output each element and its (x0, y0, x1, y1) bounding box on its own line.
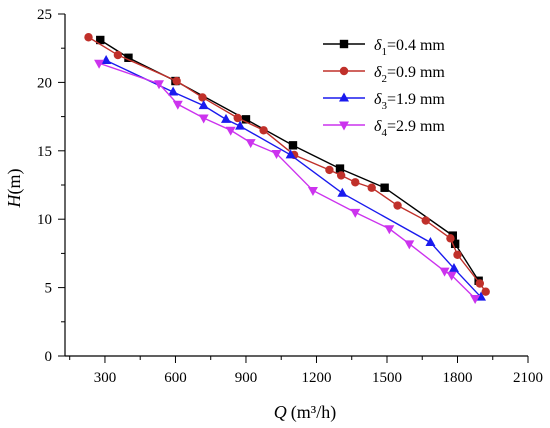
data-point (475, 279, 485, 288)
legend-subscript: 2 (381, 73, 387, 85)
legend-marker (339, 92, 349, 102)
data-point (380, 183, 389, 192)
data-point (288, 141, 298, 150)
data-point (425, 236, 436, 246)
legend-subscript: 4 (381, 127, 387, 139)
legend-label: δ1=0.4 mm (374, 37, 445, 58)
data-point (172, 76, 181, 86)
y-tick-label: 5 (45, 281, 53, 297)
x-tick-label: 300 (94, 370, 117, 386)
legend-marker (339, 66, 349, 76)
y-tick-label: 25 (37, 7, 52, 23)
data-point (285, 149, 296, 159)
data-point (335, 164, 345, 173)
series-2 (84, 33, 490, 296)
legend-symbol: δ (374, 91, 382, 108)
y-axis-label: H(m) (4, 169, 25, 209)
data-point (96, 35, 105, 45)
data-point (446, 271, 457, 281)
legend-subscript: 1 (381, 46, 387, 58)
data-point (325, 165, 334, 175)
legend-marker (339, 39, 349, 49)
series-layer (84, 33, 490, 305)
data-point (307, 186, 318, 196)
data-point (350, 208, 361, 218)
data-point (113, 50, 123, 60)
legend-label: δ4=2.9 mm (374, 118, 445, 139)
legend-label: δ2=0.9 mm (374, 64, 445, 85)
x-axis-label-unit: (m³/h) (291, 402, 336, 423)
series-line-3 (105, 59, 482, 298)
y-axis-label-var: H (4, 194, 24, 209)
data-point (198, 100, 209, 110)
legend-entry-3: δ3=1.9 mm (323, 91, 445, 112)
data-point (101, 55, 112, 65)
legend-entry-1: δ1=0.4 mm (323, 37, 445, 58)
data-point (245, 139, 256, 149)
x-tick-label: 1500 (372, 370, 402, 386)
data-point (233, 113, 242, 123)
series-4 (94, 59, 481, 305)
data-point (84, 33, 93, 42)
data-point (94, 59, 105, 69)
legend-text: =0.4 mm (387, 37, 445, 54)
data-point (453, 250, 462, 259)
legend-subscript: 3 (381, 100, 387, 112)
data-point (367, 183, 376, 192)
axes: 300 600 900 1200 1500 1800 2100 0 5 10 15 20 25 (37, 7, 543, 386)
data-point (448, 262, 459, 272)
data-point (450, 239, 460, 249)
legend-marker (339, 121, 349, 131)
y-tick-label: 10 (37, 212, 52, 228)
legend-symbol: δ (374, 37, 382, 54)
x-axis-label-var: Q (274, 402, 287, 422)
data-point (393, 201, 402, 210)
data-point (198, 114, 209, 124)
legend-text: =2.9 mm (387, 118, 445, 135)
y-axis-label-unit: (m) (4, 169, 25, 195)
data-point (225, 126, 236, 136)
data-point (404, 240, 415, 250)
data-point (168, 86, 179, 96)
data-point (241, 115, 251, 124)
data-point (384, 225, 395, 235)
data-point (154, 80, 165, 90)
x-tick-label: 1200 (301, 370, 331, 386)
series-3 (101, 55, 486, 301)
data-point (259, 126, 268, 135)
data-point (220, 113, 231, 123)
data-point (470, 295, 481, 305)
legend-text: =0.9 mm (387, 64, 445, 81)
legend-entry-2: δ2=0.9 mm (323, 64, 445, 85)
legend-entry-4: δ4=2.9 mm (323, 118, 445, 139)
data-point (124, 53, 133, 62)
data-point (421, 216, 430, 225)
data-point (337, 187, 348, 197)
legend-text: =1.9 mm (387, 91, 445, 108)
legend-symbol: δ (374, 64, 382, 81)
y-tick-label: 20 (37, 75, 52, 91)
legend-symbol: δ (374, 118, 382, 135)
x-tick-label: 900 (235, 370, 258, 386)
data-point (172, 100, 183, 110)
x-axis-label: Q (m³/h) (274, 402, 336, 423)
x-tick-label: 600 (164, 370, 187, 386)
data-point (439, 267, 450, 277)
data-point (351, 178, 360, 187)
data-point (235, 120, 246, 130)
x-tick-label: 2100 (513, 370, 543, 386)
data-point (198, 93, 207, 102)
y-tick-label: 0 (45, 349, 53, 365)
data-point (475, 291, 486, 301)
y-tick-label: 15 (37, 144, 52, 160)
x-tick-label: 1800 (442, 370, 472, 386)
data-point (481, 287, 490, 296)
data-point (271, 150, 282, 160)
series-line-4 (98, 62, 476, 300)
legend-label: δ3=1.9 mm (374, 91, 445, 112)
data-point (446, 234, 455, 243)
data-point (336, 171, 346, 180)
